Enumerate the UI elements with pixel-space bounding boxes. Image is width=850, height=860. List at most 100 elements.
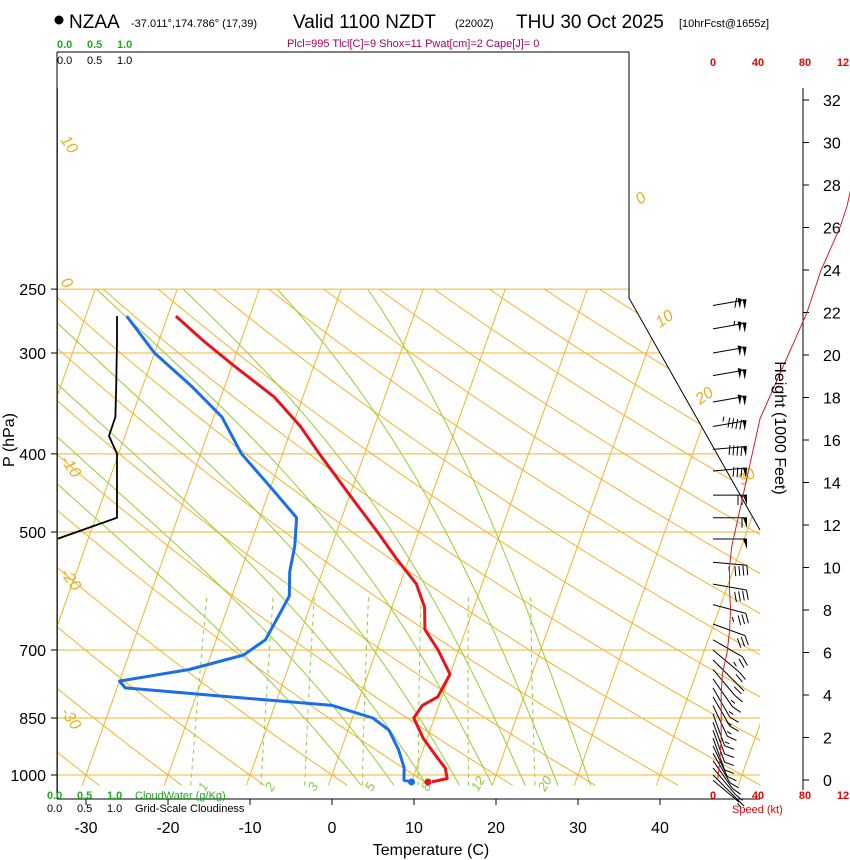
wind-barb <box>713 517 747 528</box>
barb-flag <box>740 467 743 478</box>
barb-flag <box>734 591 737 602</box>
barb-flag <box>736 467 739 478</box>
mixing-ratio-line <box>361 595 370 786</box>
height-tick-label: 12 <box>823 518 841 535</box>
height-tick-label: 6 <box>823 646 832 663</box>
barb-flag <box>731 418 735 429</box>
dry-adiabat <box>157 288 760 698</box>
height-tick-label: 32 <box>823 93 841 110</box>
valid-time: Valid 1100 NZDT <box>293 12 436 33</box>
barb-half-flag <box>731 616 735 622</box>
isotherm-line <box>491 288 670 786</box>
x-axis-label: Temperature (C) <box>373 842 489 859</box>
speed-top-tick: 0 <box>710 57 716 69</box>
isotherm-line <box>327 288 506 786</box>
barb-shaft <box>712 467 747 472</box>
dry-adiabat <box>57 566 348 786</box>
barb-flag <box>735 674 743 683</box>
p-tick-label: 500 <box>19 525 46 542</box>
cloudiness-top-tick: 0.0 <box>57 55 72 67</box>
cloudwater-top-tick: 0.0 <box>57 39 72 51</box>
mixing-ratio-line <box>530 595 536 786</box>
height-tick-label: 4 <box>823 688 832 705</box>
cloudwater-top-tick: 1.0 <box>117 39 132 51</box>
wind-barb <box>712 745 737 782</box>
isotherm-line <box>655 493 760 786</box>
wind-barb <box>713 494 747 506</box>
x-tick-label: -20 <box>156 820 179 837</box>
isotherm-label: 10 <box>57 133 81 157</box>
barb-shaft <box>712 705 728 737</box>
barb-pennant <box>742 322 747 333</box>
x-tick-label: 10 <box>405 820 423 837</box>
height-tick-label: 16 <box>823 433 841 450</box>
barb-flag <box>736 683 745 692</box>
barb-shaft <box>712 649 740 673</box>
grid-mask-edge <box>628 52 761 531</box>
cloudiness-bottom-tick: 0.5 <box>77 803 92 815</box>
barb-flag <box>737 615 742 626</box>
barb-flag <box>729 782 739 789</box>
barb-flag <box>736 798 745 807</box>
barb-shaft <box>712 721 726 755</box>
wind-barb <box>713 538 747 549</box>
barb-shaft <box>712 604 746 614</box>
dry-adiabat <box>323 288 760 575</box>
wind-barb <box>712 767 743 801</box>
speed-axis-label: Speed (kt) <box>732 804 783 816</box>
cloudwater-bottom-tick: 0.5 <box>77 790 92 802</box>
barb-flag <box>727 735 737 741</box>
cloudiness-bottom-tick: 1.0 <box>107 803 122 815</box>
height-panel: 0246810121416182022242628303200404080801… <box>710 57 850 802</box>
isotherm-line <box>0 289 13 785</box>
barb-flag <box>735 418 739 429</box>
moist-adiabat <box>57 482 362 786</box>
barb-flag <box>729 725 739 732</box>
wind-barb <box>712 320 747 333</box>
station-marker <box>54 15 64 25</box>
speed-top-tick: 40 <box>752 57 764 69</box>
dry-adiabat <box>57 347 679 786</box>
speed-bottom-tick: 12 <box>837 790 849 802</box>
barb-shaft <box>712 774 738 800</box>
p-tick-label: 250 <box>19 282 46 299</box>
height-tick-label: 30 <box>823 136 841 153</box>
p-tick-label: 300 <box>19 346 46 363</box>
mixing-ratio-label: 2 <box>261 779 278 794</box>
wind-barb <box>712 721 735 758</box>
isotherm-line <box>409 288 588 786</box>
moist-adiabat <box>276 288 559 786</box>
barb-shaft <box>712 767 736 795</box>
wind-barb <box>712 394 747 406</box>
moist-adiabat <box>57 322 460 786</box>
moist-adiabat <box>57 436 395 786</box>
barb-flag <box>727 776 737 782</box>
barb-pennant <box>743 517 747 528</box>
wind-barb <box>712 623 749 648</box>
cloudiness-profile <box>57 316 118 543</box>
barb-flag <box>738 658 745 668</box>
surface-dewpoint-point <box>408 778 416 786</box>
mixing-ratio-line <box>467 595 470 786</box>
wind-barb <box>712 639 748 668</box>
cloudiness-top-tick: 1.0 <box>117 55 132 67</box>
barb-pennant <box>742 298 747 310</box>
barb-flag <box>742 590 745 601</box>
moist-adiabat <box>57 382 428 786</box>
wind-barb <box>712 649 746 683</box>
wind-barb <box>712 583 749 602</box>
x-tick-label: -10 <box>238 820 261 837</box>
speed-bottom-tick: 80 <box>799 790 811 802</box>
barb-flag <box>738 671 746 680</box>
wind-barb <box>712 561 749 577</box>
barb-flag <box>740 445 743 457</box>
barb-half-flag <box>722 416 725 422</box>
barb-flag <box>745 589 749 600</box>
barb-flag <box>724 753 735 758</box>
barb-pennant <box>742 467 747 478</box>
barb-flag <box>734 566 737 577</box>
barb-flag <box>729 716 739 723</box>
mixing-ratio-label: 20 <box>534 773 555 795</box>
